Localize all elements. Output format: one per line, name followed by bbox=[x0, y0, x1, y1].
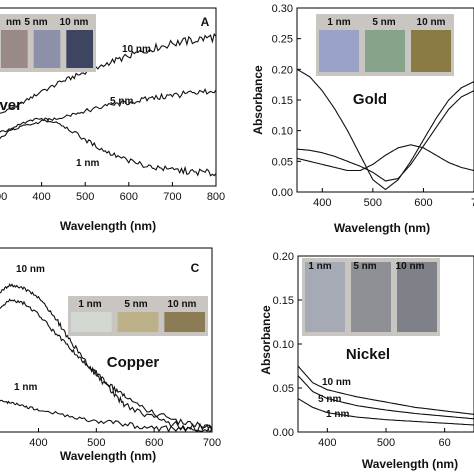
swatch-label: nm bbox=[6, 17, 21, 28]
panel-4: 400 500 60 0.00 0.05 0.10 0.15 0.20 Wavelength (… bbox=[259, 251, 474, 471]
sample-photo-inset: nm 5 nm 10 nm bbox=[0, 14, 96, 72]
swatch-label: 5 nm bbox=[372, 17, 395, 28]
sample-photo-inset: 1 nm 5 nm 10 nm bbox=[302, 258, 440, 336]
series-line bbox=[0, 117, 216, 177]
series-annotation: 10 nm bbox=[122, 44, 151, 55]
series-line bbox=[297, 90, 474, 182]
series-line bbox=[298, 365, 474, 415]
x-tick-label: 600 bbox=[145, 437, 163, 449]
plot-frame bbox=[0, 7, 217, 187]
x-tick-label: 500 bbox=[377, 437, 395, 449]
y-tick-label: 0.25 bbox=[272, 34, 293, 46]
y-tick-label: 0.05 bbox=[272, 156, 293, 168]
x-tick-label: 400 bbox=[29, 437, 47, 449]
series-line bbox=[298, 398, 474, 426]
sample-swatch bbox=[319, 30, 359, 72]
x-tick-label: 500 bbox=[76, 191, 94, 203]
x-tick-label: 500 bbox=[87, 437, 105, 449]
y-tick-label: 0.00 bbox=[273, 427, 294, 439]
sample-swatch bbox=[351, 262, 391, 332]
panel-letter: C bbox=[191, 261, 200, 275]
y-tick-label: 0.00 bbox=[272, 187, 293, 199]
series-line bbox=[0, 298, 212, 429]
metal-label: Copper bbox=[107, 354, 160, 371]
x-axis-label: Wavelength (nm) bbox=[362, 457, 458, 471]
x-axis-label: Wavelength (nm) bbox=[334, 221, 430, 235]
series-annotation: 5 nm bbox=[110, 96, 133, 107]
sample-swatch bbox=[365, 30, 405, 72]
sample-swatch bbox=[117, 312, 159, 332]
x-tick-label: 300 bbox=[0, 191, 7, 203]
y-tick-label: 0.10 bbox=[273, 339, 294, 351]
y-tick-label: 0.10 bbox=[272, 126, 293, 138]
sample-swatch bbox=[411, 30, 451, 72]
series-line bbox=[0, 87, 216, 133]
x-tick-label: 7 bbox=[471, 197, 474, 209]
sample-swatch bbox=[66, 30, 93, 68]
x-axis-label: Wavelength (nm) bbox=[60, 219, 156, 233]
series-annotation: 10 nm bbox=[16, 264, 45, 275]
y-tick-label: 0.15 bbox=[273, 295, 294, 307]
swatch-label: 10 nm bbox=[417, 17, 446, 28]
x-tick-label: 700 bbox=[203, 437, 221, 449]
swatch-label: 10 nm bbox=[396, 261, 425, 272]
swatch-label: 5 nm bbox=[124, 299, 147, 310]
x-tick-label: 600 bbox=[414, 197, 432, 209]
panel-letter: A bbox=[201, 15, 210, 29]
sample-photo-inset: 1 nm 5 nm 10 nm bbox=[68, 296, 208, 336]
x-tick-label: 400 bbox=[318, 437, 336, 449]
sample-swatch bbox=[305, 262, 345, 332]
y-axis-label: Absorbance bbox=[251, 65, 265, 135]
swatch-label: 1 nm bbox=[308, 261, 331, 272]
series-annotation: 10 nm bbox=[322, 377, 351, 388]
panel-1: 300 400 500 600 700 800 Wavelength (nm) 10 nm 5 … bbox=[0, 7, 225, 233]
series-line bbox=[0, 32, 216, 115]
swatch-label: 5 nm bbox=[353, 261, 376, 272]
swatch-label: 1 nm bbox=[78, 299, 101, 310]
x-tick-label: 400 bbox=[313, 197, 331, 209]
metal-label: lver bbox=[0, 97, 22, 114]
sample-swatch bbox=[164, 312, 205, 332]
y-axis-label: Absorbance bbox=[259, 305, 273, 375]
x-tick-label: 800 bbox=[207, 191, 225, 203]
y-tick-label: 0.05 bbox=[273, 383, 294, 395]
series-line bbox=[297, 68, 474, 191]
series-line bbox=[0, 399, 212, 432]
swatch-label: 5 nm bbox=[24, 17, 47, 28]
x-tick-label: 400 bbox=[32, 191, 50, 203]
series-annotation: 1 nm bbox=[76, 158, 99, 169]
sample-swatch bbox=[1, 30, 28, 68]
x-tick-label: 600 bbox=[120, 191, 138, 203]
y-tick-label: 0.30 bbox=[272, 3, 293, 15]
y-tick-label: 0.20 bbox=[272, 64, 293, 76]
series-annotation: 1 nm bbox=[326, 409, 349, 420]
metal-label: Gold bbox=[353, 91, 387, 108]
sample-swatch bbox=[71, 312, 112, 332]
x-tick-label: 700 bbox=[163, 191, 181, 203]
swatch-label: 10 nm bbox=[60, 17, 89, 28]
plot-frame bbox=[0, 247, 213, 433]
x-axis-label: Wavelength (nm) bbox=[60, 449, 156, 463]
metal-label: Nickel bbox=[346, 346, 390, 363]
panel-2: 400 500 600 7 0.00 0.05 0.10 0.15 0.20 0.25 0.30 Wa… bbox=[251, 3, 474, 235]
sample-photo-inset: 1 nm 5 nm 10 nm bbox=[316, 14, 454, 76]
series-line bbox=[0, 283, 212, 432]
series-line bbox=[298, 375, 474, 420]
sample-swatch bbox=[397, 262, 437, 332]
y-tick-label: 0.20 bbox=[273, 251, 294, 263]
x-tick-label: 60 bbox=[439, 437, 451, 449]
x-tick-label: 500 bbox=[364, 197, 382, 209]
sample-swatch bbox=[33, 30, 61, 68]
swatch-label: 1 nm bbox=[327, 17, 350, 28]
series-line bbox=[297, 144, 474, 172]
series-annotation: 1 nm bbox=[14, 382, 37, 393]
y-tick-label: 0.15 bbox=[272, 95, 293, 107]
series-annotation: 5 nm bbox=[318, 394, 341, 405]
swatch-label: 10 nm bbox=[168, 299, 197, 310]
